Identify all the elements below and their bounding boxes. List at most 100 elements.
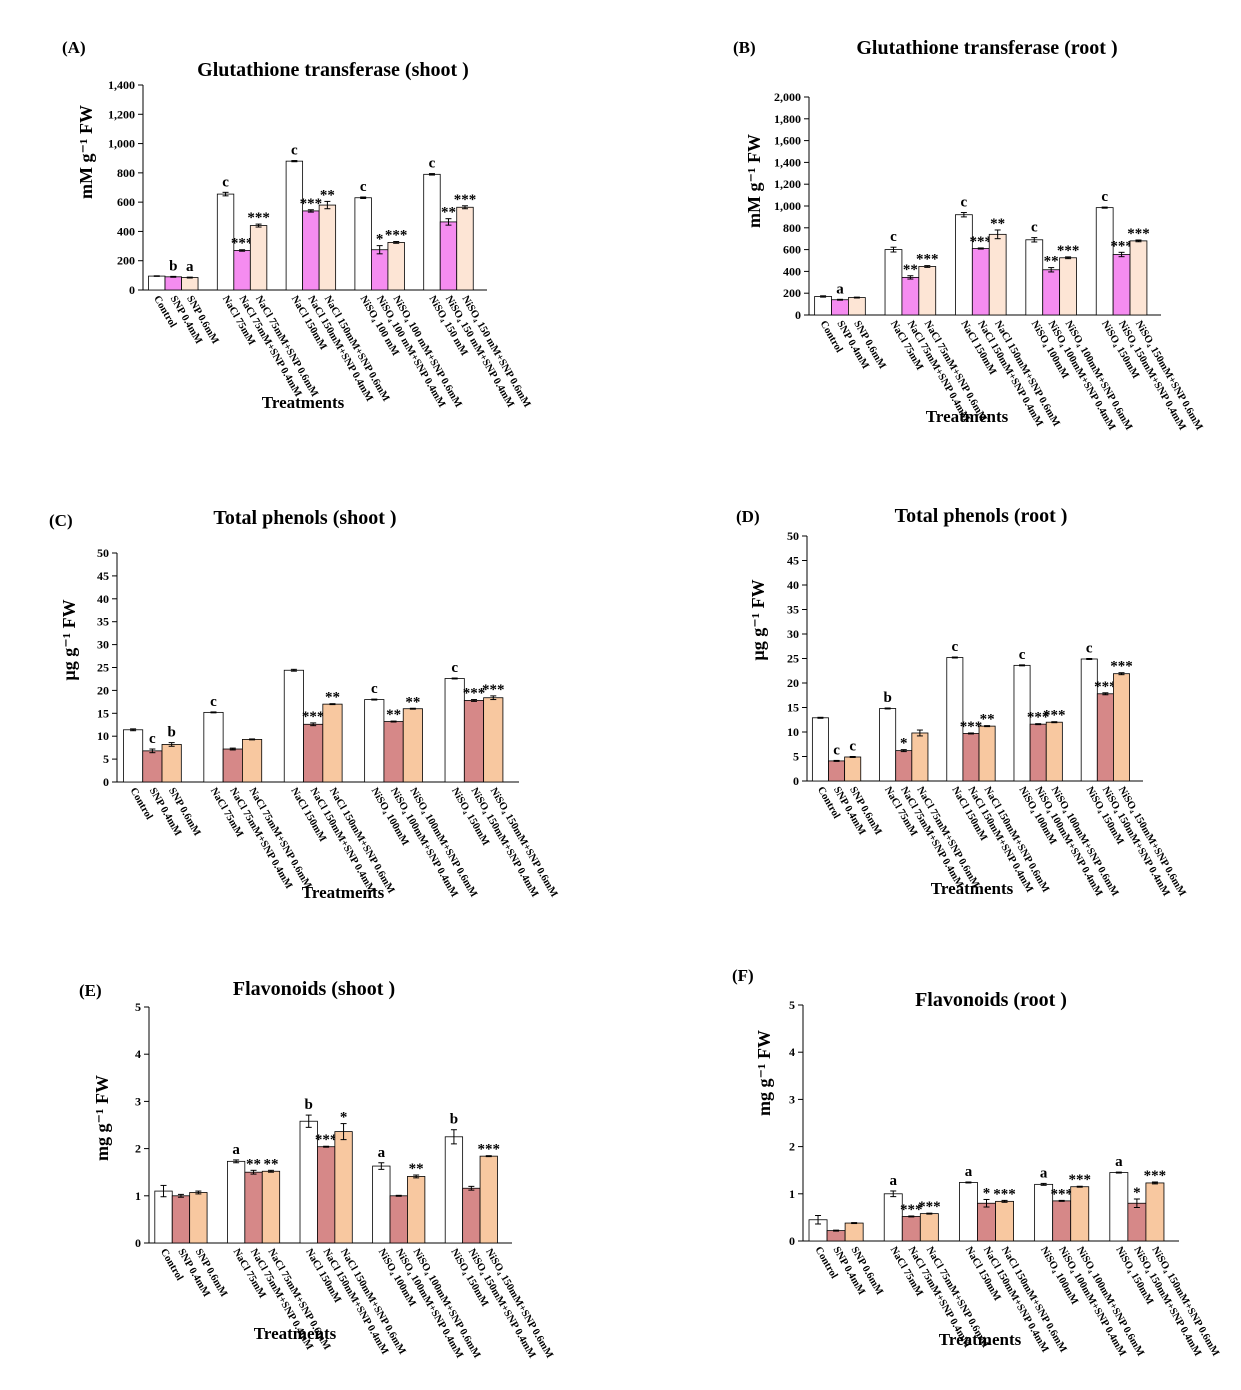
bar: [962, 733, 980, 782]
y-tick-label: 3: [789, 1092, 795, 1106]
y-tick-label: 3: [135, 1094, 141, 1108]
y-tick-label: 1,400: [108, 78, 135, 92]
bar: [919, 1213, 939, 1242]
y-tick-label: 10: [787, 725, 799, 739]
significance-label: c: [210, 694, 217, 710]
bar: [918, 266, 937, 316]
x-axis-label: Treatments: [939, 1330, 1022, 1349]
significance-label: *: [1133, 1185, 1141, 1201]
significance-label: ***: [960, 719, 983, 735]
bar: [371, 249, 389, 291]
bar: [189, 1192, 208, 1244]
significance-label: **: [903, 262, 918, 278]
significance-label: a: [378, 1145, 386, 1161]
bar: [123, 729, 144, 783]
significance-label: a: [1040, 1165, 1048, 1181]
bar: [895, 750, 913, 782]
significance-label: c: [952, 639, 959, 655]
y-tick-label: 1,400: [774, 155, 801, 169]
chart-title: Glutathione transferase (shoot ): [197, 59, 469, 81]
y-tick-label: 40: [97, 592, 109, 606]
bar: [372, 1165, 391, 1244]
y-tick-label: 1: [789, 1187, 795, 1201]
y-axis-label: mg g⁻¹ FW: [92, 1075, 112, 1161]
significance-label: c: [222, 174, 229, 190]
bar: [317, 1146, 336, 1244]
y-tick-label: 400: [783, 264, 801, 278]
bar: [988, 233, 1007, 316]
significance-label: b: [883, 690, 891, 706]
significance-label: *: [376, 232, 384, 248]
significance-label: ***: [1027, 710, 1050, 726]
x-axis-label: Treatments: [926, 407, 1009, 426]
significance-label: **: [405, 694, 420, 710]
panel-letter: (C): [49, 511, 73, 530]
x-axis-label: Treatments: [302, 883, 385, 902]
bar: [901, 1216, 921, 1242]
bar: [249, 225, 268, 291]
bar: [142, 750, 163, 783]
y-tick-label: 10: [97, 729, 109, 743]
significance-label: ***: [1057, 243, 1080, 259]
bar: [1096, 693, 1114, 782]
y-tick-label: 2: [789, 1140, 795, 1154]
significance-label: c: [371, 681, 378, 697]
y-tick-label: 5: [793, 750, 799, 764]
panel-letter: (F): [732, 966, 754, 985]
significance-label: ***: [1050, 1186, 1073, 1202]
y-tick-label: 50: [97, 546, 109, 560]
bar: [1113, 673, 1130, 782]
bar: [171, 1195, 191, 1244]
chart-title: Glutathione transferase (root ): [856, 37, 1117, 59]
bar: [911, 732, 929, 782]
significance-label: **: [441, 205, 456, 221]
bar: [242, 739, 263, 783]
significance-label: **: [246, 1156, 261, 1172]
bar: [479, 1155, 498, 1244]
chart-title: Total phenols (root ): [895, 505, 1068, 527]
y-tick-label: 20: [97, 683, 109, 697]
significance-label: a: [836, 281, 844, 297]
significance-label: ***: [1043, 708, 1066, 724]
bar: [1112, 254, 1131, 316]
y-tick-label: 0: [793, 774, 799, 788]
panel-letter: (E): [79, 981, 102, 1000]
y-tick-label: 2,000: [774, 90, 801, 104]
bar: [811, 717, 829, 782]
bar: [1042, 269, 1061, 316]
significance-label: c: [1031, 220, 1038, 236]
bar: [462, 1187, 481, 1244]
y-axis-label: µg g⁻¹ FW: [748, 579, 768, 660]
significance-label: ***: [463, 686, 486, 702]
y-tick-label: 50: [787, 529, 799, 543]
x-axis-label: Treatments: [262, 393, 345, 412]
y-tick-label: 5: [135, 1000, 141, 1014]
bar: [423, 173, 441, 291]
significance-label: ***: [1144, 1168, 1167, 1184]
y-axis-label: mg g⁻¹ FW: [754, 1030, 774, 1116]
bar: [901, 276, 920, 316]
significance-label: c: [360, 179, 367, 195]
bar: [828, 760, 846, 782]
x-axis-label: Treatments: [254, 1324, 337, 1343]
y-tick-label: 0: [789, 1234, 795, 1248]
bar: [1095, 207, 1114, 316]
y-axis-label: mM g⁻¹ FW: [744, 134, 764, 228]
bar: [483, 697, 504, 783]
bar: [354, 197, 372, 291]
y-tick-label: 25: [787, 652, 799, 666]
y-tick-label: 1,200: [774, 177, 801, 191]
y-tick-label: 0: [103, 775, 109, 789]
chart-title: Flavonoids (shoot ): [233, 978, 395, 1000]
significance-label: a: [889, 1173, 897, 1189]
y-tick-label: 400: [117, 224, 135, 238]
bar: [389, 1195, 408, 1244]
bar: [884, 249, 903, 316]
bar: [387, 242, 405, 291]
y-tick-label: 1: [135, 1189, 141, 1203]
significance-label: ***: [315, 1132, 338, 1148]
bar: [318, 204, 337, 291]
bar: [439, 221, 458, 291]
significance-label: **: [263, 1156, 278, 1172]
